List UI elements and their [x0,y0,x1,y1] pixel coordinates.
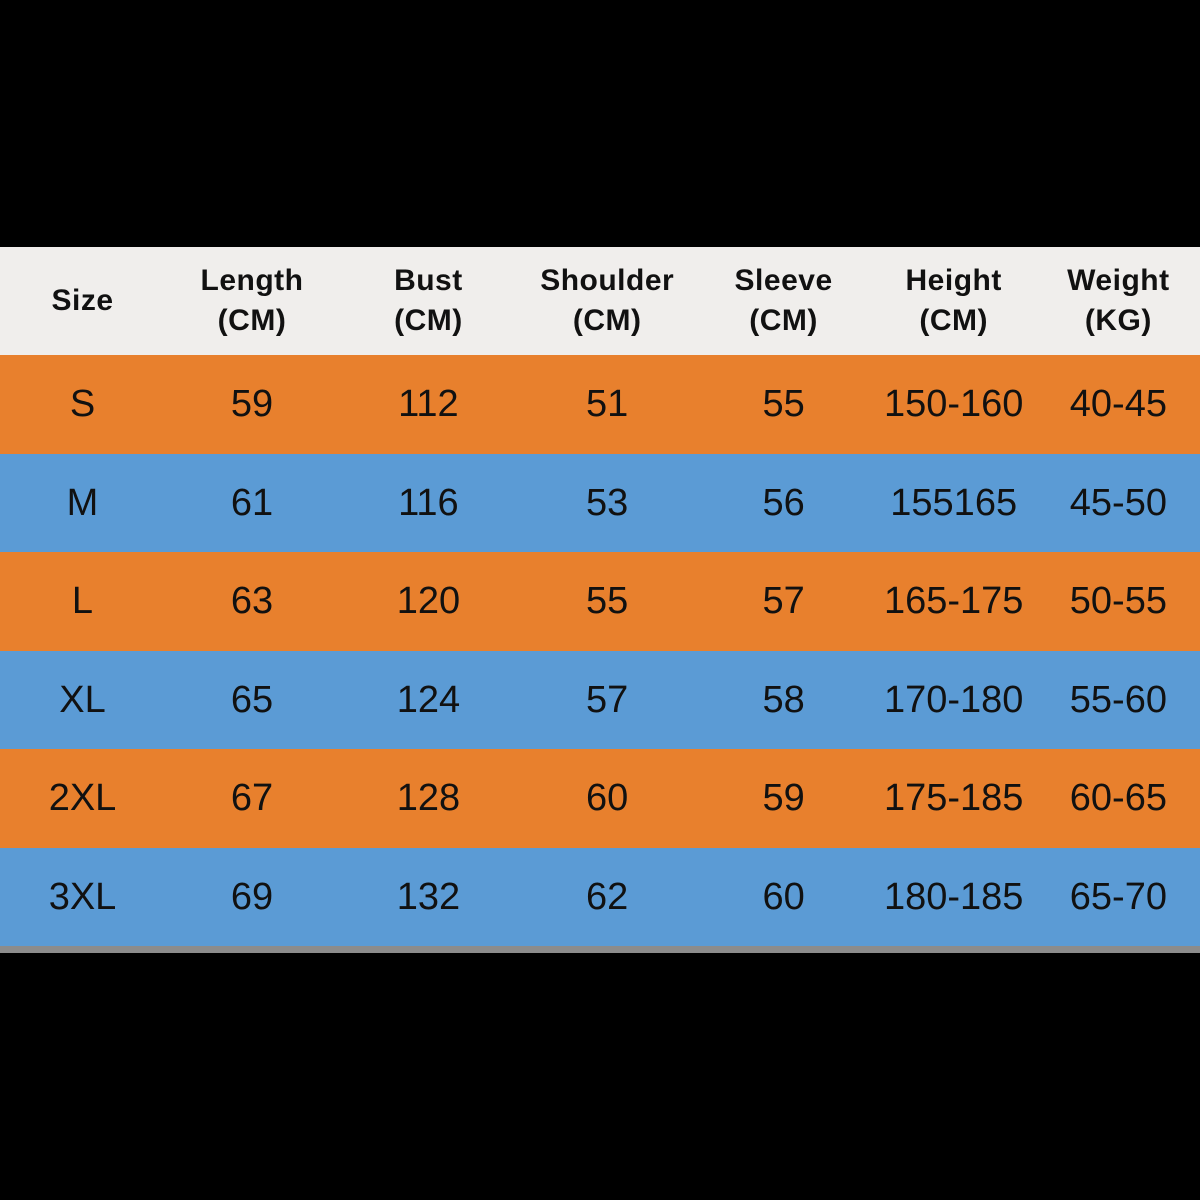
length-value-cell: 59 [230,383,274,426]
column-header-line2: (CM) [394,304,463,337]
bottom-divider [0,946,1200,953]
weight-value-cell: 55-60 [1069,678,1167,721]
column-header-weight: Weight (KG) [1037,247,1200,355]
table-header-row: Size Length (CM) Bust (CM) Shoulder (CM) Sleeve… [0,247,1200,355]
height-value-cell: 150-160 [883,383,1024,426]
column-header-line1: Size [51,284,114,317]
length-value-cell: 61 [230,481,274,524]
column-header-shoulder: Shoulder (CM) [518,247,697,355]
sleeve-value-cell: 55 [762,383,805,426]
length-value-cell: 65 [230,678,274,721]
column-header-line2: (KG) [1084,304,1152,337]
shoulder-value-cell: 60 [586,777,629,820]
bust-value-cell: 124 [396,678,461,721]
size-label-cell: S [69,383,96,426]
column-header-line1: Bust [394,264,463,297]
height-value-cell: 155165 [890,481,1018,524]
sleeve-value-cell: 58 [762,678,805,721]
column-header-bust: Bust (CM) [339,247,518,355]
size-label-cell: 3XL [48,875,117,918]
size-label-cell: XL [59,678,106,721]
weight-value-cell: 45-50 [1069,481,1167,524]
bust-value-cell: 120 [396,580,461,623]
bust-value-cell: 116 [398,481,459,524]
size-label-cell: L [71,580,94,623]
shoulder-value-cell: 55 [586,580,629,623]
weight-value-cell: 40-45 [1069,383,1167,426]
sleeve-value-cell: 59 [762,777,805,820]
bust-value-cell: 112 [398,383,459,426]
weight-value-cell: 50-55 [1069,580,1167,623]
weight-value-cell: 60-65 [1069,777,1167,820]
column-header-line1: Shoulder [540,264,675,297]
size-chart-table: Size Length (CM) Bust (CM) Shoulder (CM) Sleeve… [0,247,1200,946]
sleeve-value-cell: 60 [762,875,805,918]
length-value-cell: 69 [230,875,274,918]
table-row: M 61 116 53 56 155165 45-50 [0,453,1200,552]
height-value-cell: 180-185 [883,875,1024,918]
column-header-line1: Height [905,264,1002,297]
column-header-line2: (CM) [749,304,818,337]
sleeve-value-cell: 56 [762,481,805,524]
size-label-cell: 2XL [48,777,117,820]
shoulder-value-cell: 57 [586,678,629,721]
table-row: XL 65 124 57 58 170-180 55-60 [0,650,1200,749]
column-header-length: Length (CM) [165,247,339,355]
shoulder-value-cell: 53 [586,481,629,524]
column-header-size: Size [0,247,165,355]
shoulder-value-cell: 51 [586,383,629,426]
bust-value-cell: 132 [396,875,461,918]
bust-value-cell: 128 [396,777,461,820]
size-label-cell: M [66,481,99,524]
shoulder-value-cell: 62 [586,875,629,918]
weight-value-cell: 65-70 [1069,875,1167,918]
column-header-line2: (CM) [919,304,988,337]
height-value-cell: 175-185 [883,777,1024,820]
length-value-cell: 63 [230,580,274,623]
sleeve-value-cell: 57 [762,580,805,623]
table-row: S 59 112 51 55 150-160 40-45 [0,355,1200,454]
height-value-cell: 165-175 [883,580,1024,623]
height-value-cell: 170-180 [883,678,1024,721]
length-value-cell: 67 [230,777,274,820]
column-header-sleeve: Sleeve (CM) [697,247,871,355]
column-header-line2: (CM) [572,304,642,337]
column-header-line1: Length [200,264,304,297]
table-row: 3XL 69 132 62 60 180-185 65-70 [0,847,1200,946]
column-header-line1: Sleeve [734,264,833,297]
table-row: 2XL 67 128 60 59 175-185 60-65 [0,749,1200,848]
column-header-line1: Weight [1067,264,1170,297]
column-header-height: Height (CM) [871,247,1037,355]
table-row: L 63 120 55 57 165-175 50-55 [0,552,1200,651]
column-header-line2: (CM) [217,304,287,337]
